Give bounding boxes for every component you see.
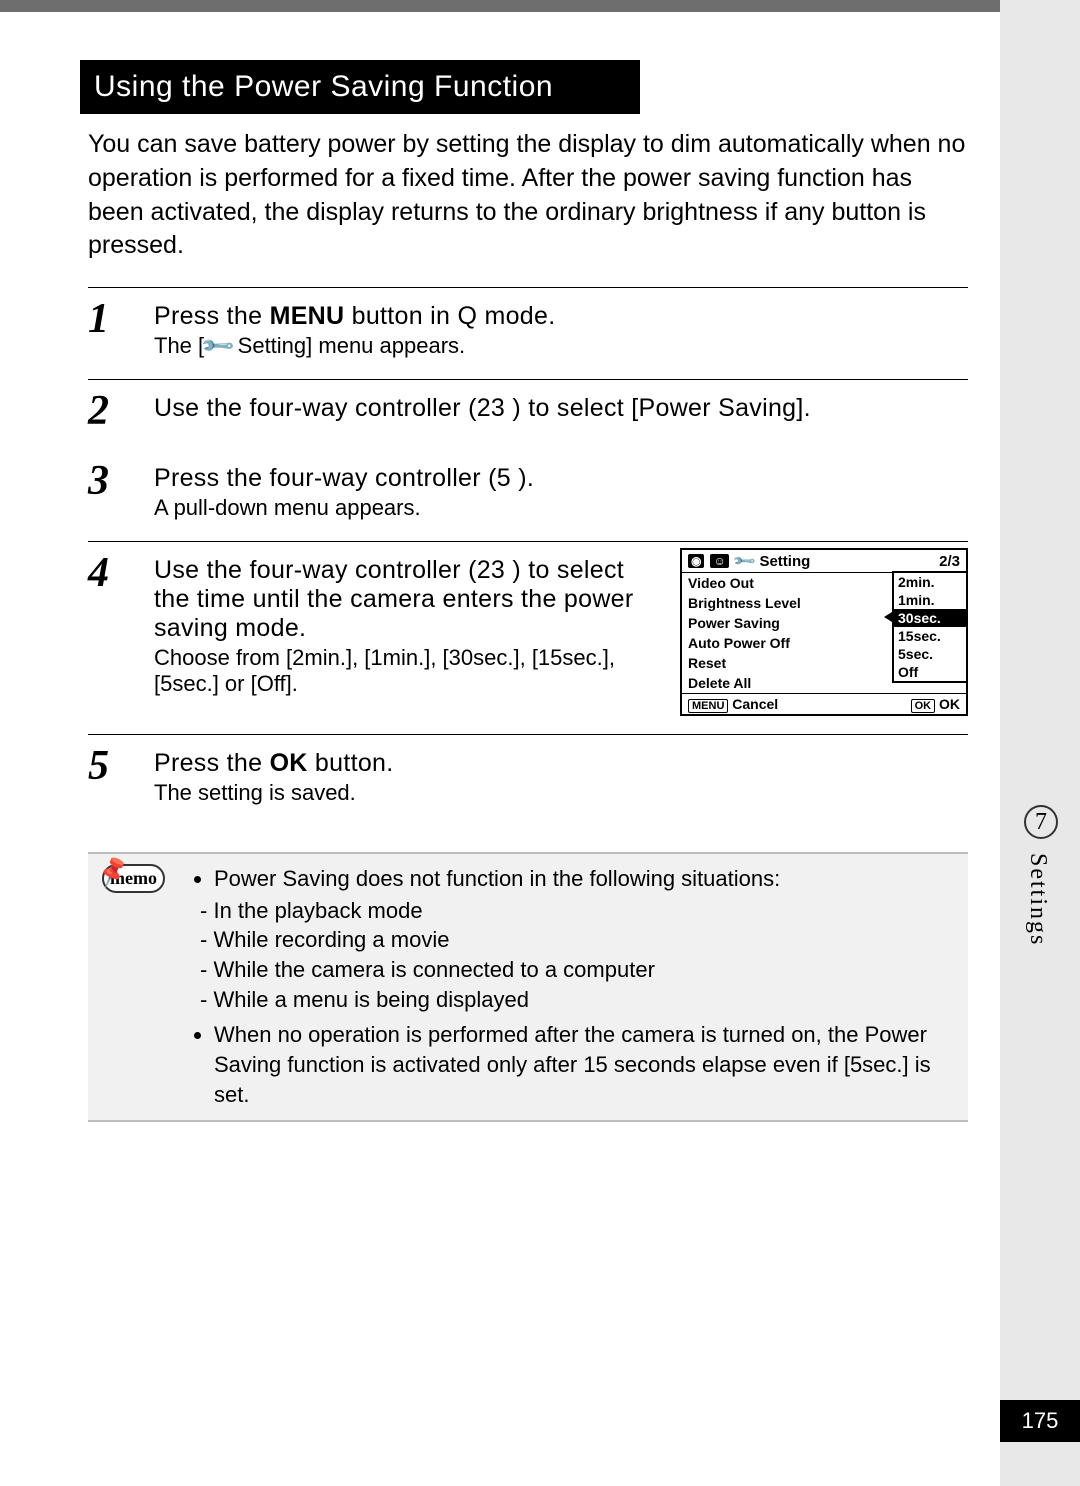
lcd-option: 1min. bbox=[894, 591, 966, 609]
step-number: 5 bbox=[88, 745, 128, 808]
step-heading: Press the four-way controller (5 ). bbox=[154, 464, 968, 493]
chapter-label: Settings bbox=[1024, 853, 1051, 946]
step-item: 1 Press the MENU button in Q mode. The [… bbox=[88, 287, 968, 379]
page-title: Using the Power Saving Function bbox=[80, 60, 640, 114]
step-body: Use the four-way controller (23 ) to sel… bbox=[154, 390, 968, 432]
lcd-option: 2min. bbox=[894, 573, 966, 591]
step-heading: Use the four-way controller (23 ) to sel… bbox=[154, 394, 968, 423]
memo-bullet: Power Saving does not function in the fo… bbox=[214, 864, 954, 894]
lcd-titlebar: ◉ ☺ 🔧 Setting 2/3 bbox=[682, 550, 966, 573]
memo-sub-bullet: While a menu is being displayed bbox=[214, 985, 954, 1015]
step-subtext: The setting is saved. bbox=[154, 780, 968, 806]
memo-bullet: When no operation is performed after the… bbox=[214, 1020, 954, 1109]
step-heading: Press the OK button. bbox=[154, 749, 968, 778]
wrench-icon: 🔧 bbox=[731, 548, 757, 574]
memo-icon: 📌 memo bbox=[102, 864, 174, 1110]
memo-block: 📌 memo Power Saving does not function in… bbox=[88, 852, 968, 1122]
lcd-page: 2/3 bbox=[939, 553, 960, 570]
step-subtext: Choose from [2min.], [1min.], [30sec.], … bbox=[154, 645, 656, 697]
steps-list: 1 Press the MENU button in Q mode. The [… bbox=[88, 287, 968, 826]
lcd-title: Setting bbox=[759, 553, 810, 570]
memo-sub-bullet: While recording a movie bbox=[214, 925, 954, 955]
lcd-dropdown: 2min. 1min. 30sec. 15sec. 5sec. Off bbox=[892, 571, 968, 683]
lcd-option-selected: 30sec. bbox=[894, 609, 966, 627]
step-item: 2 Use the four-way controller (23 ) to s… bbox=[88, 379, 968, 450]
chapter-tab: 7 Settings bbox=[1024, 805, 1058, 946]
step-heading: Press the MENU button in Q mode. bbox=[154, 302, 968, 331]
step-subtext: The [🔧 Setting] menu appears. bbox=[154, 333, 968, 359]
step-text-col: Use the four-way controller (23 ) to sel… bbox=[154, 552, 656, 699]
lcd-menu: Video Out Brightness Level Power Saving … bbox=[682, 573, 966, 693]
step-body: Use the four-way controller (23 ) to sel… bbox=[154, 552, 968, 716]
step-number: 2 bbox=[88, 390, 128, 432]
step-number: 1 bbox=[88, 298, 128, 361]
lcd-option: 5sec. bbox=[894, 645, 966, 663]
lcd-screenshot: ◉ ☺ 🔧 Setting 2/3 Video Out Brightness L… bbox=[680, 548, 968, 716]
intro-text: You can save battery power by setting th… bbox=[88, 128, 968, 263]
lcd-foot-left: MENU Cancel bbox=[688, 696, 778, 712]
memo-body: Power Saving does not function in the fo… bbox=[192, 864, 954, 1110]
step-body: Press the MENU button in Q mode. The [🔧 … bbox=[154, 298, 968, 361]
step-item: 4 Use the four-way controller (23 ) to s… bbox=[88, 541, 968, 734]
memo-sub-bullet: In the playback mode bbox=[214, 896, 954, 926]
step-body: Press the four-way controller (5 ). A pu… bbox=[154, 460, 968, 523]
lcd-option: 15sec. bbox=[894, 627, 966, 645]
step-body: Press the OK button. The setting is save… bbox=[154, 745, 968, 808]
top-accent-bar bbox=[0, 0, 1000, 12]
step-item: 3 Press the four-way controller (5 ). A … bbox=[88, 450, 968, 541]
wrench-icon: 🔧 bbox=[199, 327, 237, 365]
face-icon: ☺ bbox=[710, 554, 728, 568]
step-subtext: A pull-down menu appears. bbox=[154, 495, 968, 521]
manual-page: 7 Settings 175 Using the Power Saving Fu… bbox=[0, 0, 1080, 1486]
step-number: 3 bbox=[88, 460, 128, 523]
lcd-footer: MENU Cancel OK OK bbox=[682, 693, 966, 714]
lcd-option: Off bbox=[894, 663, 966, 681]
page-number: 175 bbox=[1000, 1400, 1080, 1442]
memo-sub-bullet: While the camera is connected to a compu… bbox=[214, 955, 954, 985]
chapter-number: 7 bbox=[1024, 805, 1058, 839]
side-accent-bar bbox=[1000, 0, 1080, 1486]
lcd-foot-right: OK OK bbox=[911, 696, 960, 712]
step-item: 5 Press the OK button. The setting is sa… bbox=[88, 734, 968, 826]
step-number: 4 bbox=[88, 552, 128, 716]
step-heading: Use the four-way controller (23 ) to sel… bbox=[154, 556, 656, 643]
page-content: Using the Power Saving Function You can … bbox=[88, 60, 968, 1122]
camera-icon: ◉ bbox=[688, 554, 704, 568]
